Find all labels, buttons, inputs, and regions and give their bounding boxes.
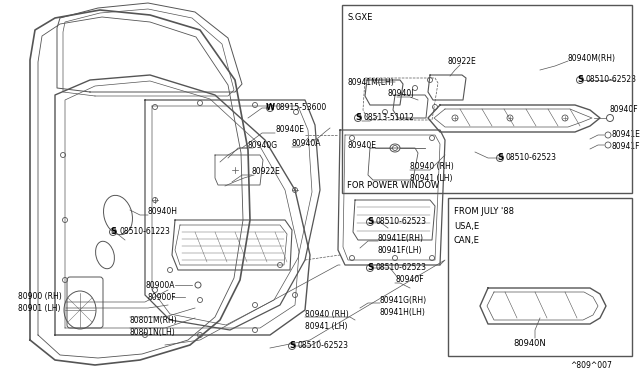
Text: 80941F(LH): 80941F(LH) — [378, 246, 422, 254]
Text: 80941 (LH): 80941 (LH) — [305, 321, 348, 330]
Text: 80940F: 80940F — [610, 106, 639, 115]
Text: 08510-62523: 08510-62523 — [298, 341, 349, 350]
Text: 80901 (LH): 80901 (LH) — [18, 304, 61, 312]
Text: 80941M(LH): 80941M(LH) — [347, 77, 394, 87]
Text: 80941 (LH): 80941 (LH) — [410, 173, 452, 183]
Text: 08513-51012: 08513-51012 — [364, 113, 415, 122]
Text: 80940M(RH): 80940M(RH) — [568, 54, 616, 62]
Text: S: S — [289, 341, 295, 350]
Text: W: W — [266, 103, 275, 112]
Text: 80900 (RH): 80900 (RH) — [18, 292, 61, 301]
Text: 08510-62523: 08510-62523 — [506, 154, 557, 163]
Text: 80922E: 80922E — [448, 58, 477, 67]
Text: S: S — [355, 113, 361, 122]
Text: FROM JULY '88: FROM JULY '88 — [454, 208, 514, 217]
Text: 80801M(RH): 80801M(RH) — [130, 315, 178, 324]
Text: 80940F: 80940F — [395, 276, 424, 285]
Text: USA,E: USA,E — [454, 221, 479, 231]
Text: 80940G: 80940G — [248, 141, 278, 150]
Text: 08510-62523: 08510-62523 — [376, 263, 427, 273]
Text: ^809^007: ^809^007 — [570, 360, 612, 369]
Text: 80940E: 80940E — [275, 125, 304, 135]
Bar — [342, 5, 632, 193]
Text: 80941H(LH): 80941H(LH) — [380, 308, 426, 317]
Text: 80940N: 80940N — [513, 339, 546, 347]
Text: 08510-61223: 08510-61223 — [119, 228, 170, 237]
Text: CAN,E: CAN,E — [454, 235, 480, 244]
Text: S: S — [367, 263, 373, 273]
Text: 80941E(RH): 80941E(RH) — [612, 129, 640, 138]
Text: 80941G(RH): 80941G(RH) — [380, 295, 427, 305]
Text: FOR POWER WINDOW: FOR POWER WINDOW — [347, 180, 439, 189]
Text: 80940 (RH): 80940 (RH) — [305, 310, 349, 318]
Text: 80940E: 80940E — [347, 141, 376, 150]
Text: 80940A: 80940A — [292, 138, 321, 148]
Text: 08510-62523: 08510-62523 — [376, 218, 427, 227]
Text: 80941E(RH): 80941E(RH) — [378, 234, 424, 243]
Bar — [448, 198, 632, 356]
Text: 80900A: 80900A — [145, 280, 175, 289]
Text: S: S — [110, 228, 116, 237]
Text: 80940J: 80940J — [387, 90, 413, 99]
Text: 80900F: 80900F — [148, 292, 177, 301]
Text: 80940H: 80940H — [148, 208, 178, 217]
Text: S: S — [497, 154, 503, 163]
Text: 08915-53600: 08915-53600 — [276, 103, 327, 112]
Text: 80941F(LH): 80941F(LH) — [612, 141, 640, 151]
Text: 08510-62523: 08510-62523 — [586, 76, 637, 84]
Text: S: S — [577, 76, 583, 84]
Text: S: S — [367, 218, 373, 227]
Text: S.GXE: S.GXE — [347, 13, 372, 22]
Text: 80922E: 80922E — [252, 167, 281, 176]
Text: 80940 (RH): 80940 (RH) — [410, 163, 454, 171]
Text: 80801N(LH): 80801N(LH) — [130, 327, 176, 337]
